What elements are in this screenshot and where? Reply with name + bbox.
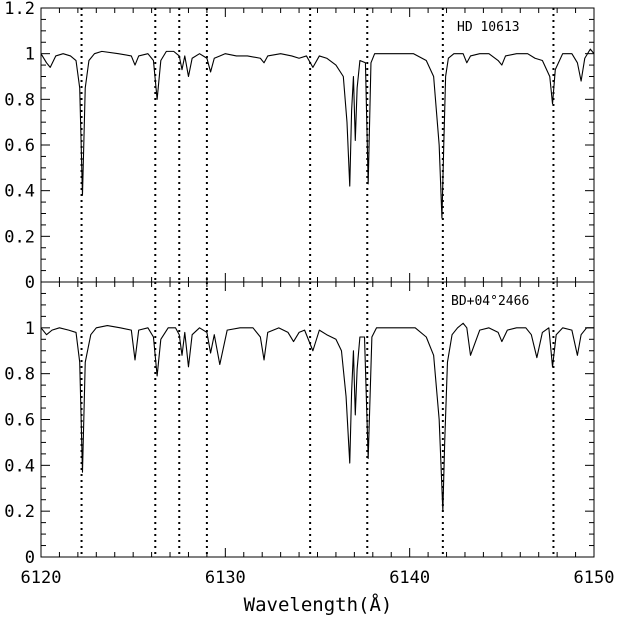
- y-tick-label: 0.6: [4, 411, 35, 431]
- y-tick-label: 0.8: [4, 90, 35, 110]
- x-tick-label: 6150: [574, 568, 615, 588]
- bottom-panel: 0 0.2 0.4 0.6 0.8 1 6120 6130 6140 6150: [4, 281, 615, 588]
- y-tick-label: 0.6: [4, 136, 35, 156]
- x-axis-title: Wavelength(Å): [244, 593, 393, 616]
- y-tick-label: 1: [25, 319, 35, 339]
- x-tick-label: 6130: [205, 568, 246, 588]
- y-tick-label: 1: [25, 45, 35, 65]
- y-tick-label: 0.8: [4, 365, 35, 385]
- x-tick-label: 6120: [21, 568, 62, 588]
- bottom-spectrum-line: [40, 322, 594, 512]
- y-tick-label: 0.4: [4, 456, 35, 476]
- y-tick-label: 0.2: [4, 227, 35, 247]
- x-tick-label: 6140: [389, 568, 430, 588]
- y-tick-label: 0.4: [4, 182, 35, 202]
- y-tick-label: 0.2: [4, 502, 35, 522]
- y-tick-label: 0: [25, 273, 35, 293]
- y-tick-label: 0: [25, 548, 35, 568]
- top-panel-star-label: HD 10613: [457, 20, 520, 35]
- bottom-panel-frame: [40, 281, 595, 558]
- bottom-panel-star-label: BD+04°2466: [451, 294, 529, 309]
- top-panel-frame: [40, 7, 595, 283]
- y-tick-label: 1.2: [4, 0, 35, 19]
- top-spectrum-line: [40, 48, 595, 219]
- top-panel: 0 0.2 0.4 0.6 0.8 1 1.2: [4, 0, 595, 293]
